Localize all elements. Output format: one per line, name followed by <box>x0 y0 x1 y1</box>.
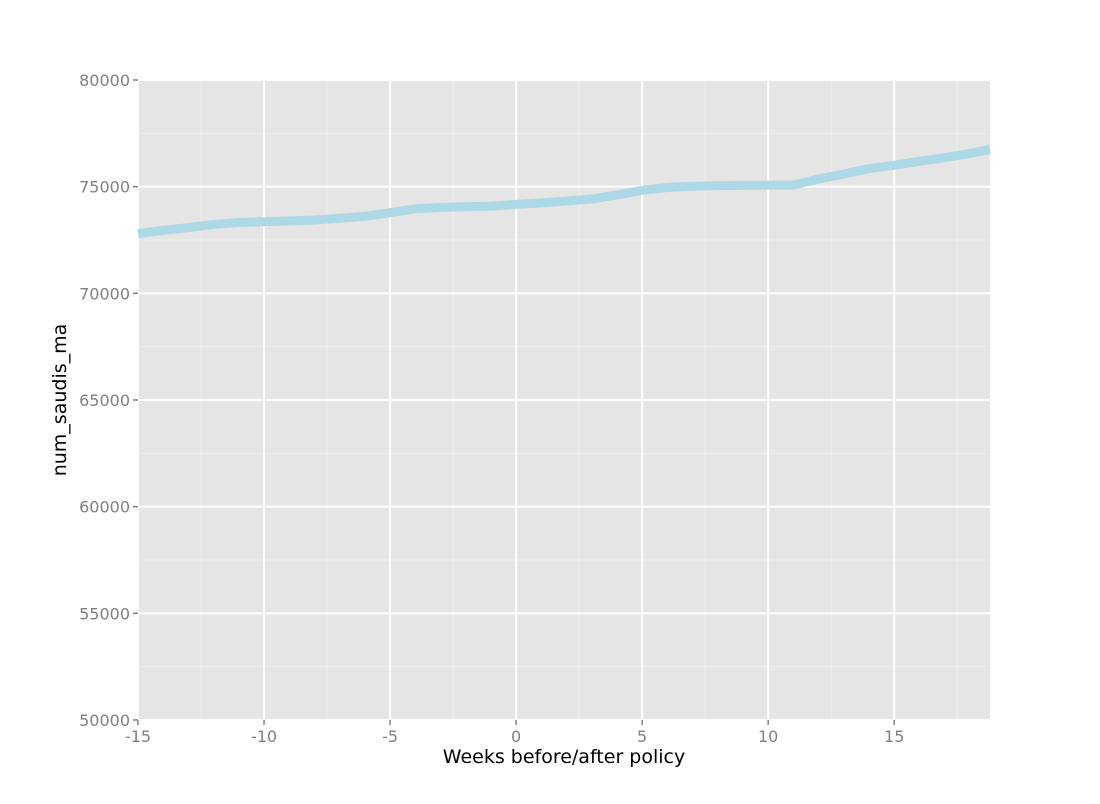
y-axis-title: num_saudis_ma <box>49 324 71 477</box>
y-tick-label: 55000 <box>79 604 130 623</box>
x-tick-label: 0 <box>511 727 521 746</box>
y-tick-label: 60000 <box>79 498 130 517</box>
x-axis-title: Weeks before/after policy <box>443 746 685 768</box>
x-tick-label: 5 <box>637 727 647 746</box>
x-tick-label: 15 <box>884 727 904 746</box>
x-tick-label: -5 <box>382 727 398 746</box>
x-tick-label: 10 <box>758 727 778 746</box>
y-tick-label: 50000 <box>79 711 130 730</box>
y-tick-label: 75000 <box>79 178 130 197</box>
y-tick-label: 65000 <box>79 391 130 410</box>
x-tick-label: -10 <box>251 727 277 746</box>
y-axis: 50000 55000 60000 65000 70000 75000 80000 <box>79 71 138 730</box>
y-tick-label: 80000 <box>79 71 130 90</box>
y-tick-label: 70000 <box>79 284 130 303</box>
